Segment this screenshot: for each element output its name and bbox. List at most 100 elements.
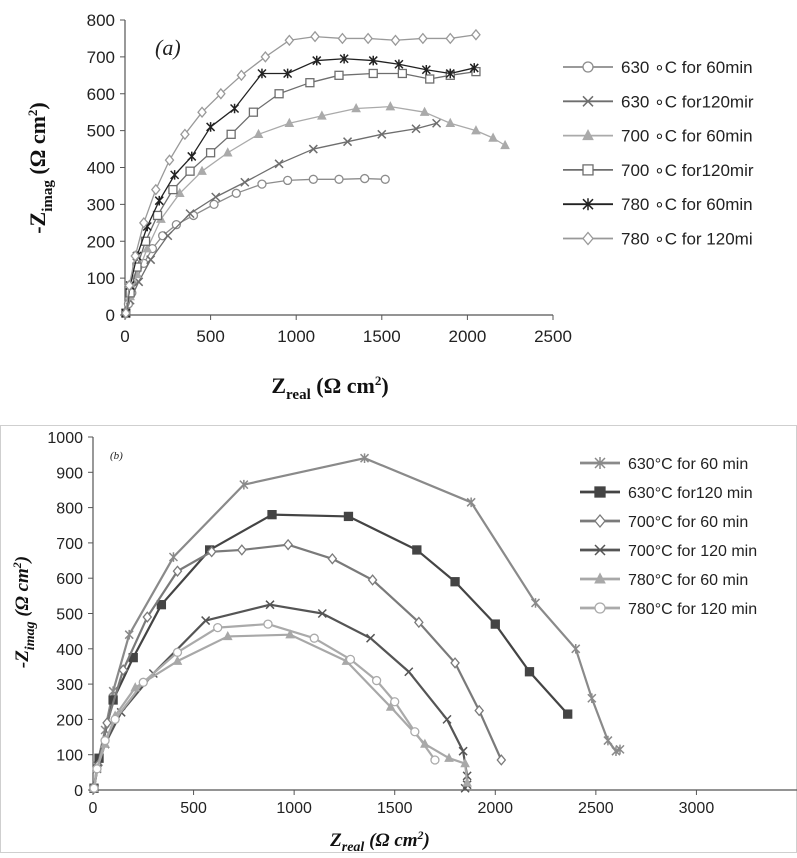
chart-a-legend-item: 630 ∘C for120mir [563, 92, 754, 111]
chart-b-data-point [344, 512, 352, 520]
chart-a-data-point [210, 200, 218, 208]
chart-b-series [90, 453, 624, 793]
chart-b-series-line [94, 635, 467, 789]
chart-a-data-point [198, 167, 206, 175]
chart-a-data-point [169, 186, 177, 194]
chart-b-series-line [94, 605, 467, 789]
chart-a-series-line [126, 59, 474, 313]
chart-a-series-line [126, 123, 437, 313]
chart-b-y-tick-label: 500 [56, 607, 83, 624]
chart-a-legend-item: 700 ∘C for120mir [563, 161, 754, 180]
chart-b-data-point [405, 668, 413, 676]
chart-b-data-point [284, 540, 292, 550]
chart-a-data-point [147, 256, 155, 264]
chart-a-y-title-sub: imag [40, 180, 56, 212]
chart-a-data-point [446, 34, 454, 44]
chart-a-x-title: Zreal (Ω cm2) [271, 373, 388, 403]
chart-a-series-line [126, 179, 385, 314]
chart-b-x-tick-label: 1000 [276, 800, 312, 817]
chart-b-x-tick-label: 2500 [578, 800, 614, 817]
chart-a-data-point [275, 90, 283, 98]
chart-a-data-point [241, 178, 249, 186]
chart-a-data-point [212, 193, 220, 201]
chart-a-series-2 [122, 119, 441, 317]
chart-b-data-point [497, 755, 505, 765]
chart-a-data-point [171, 170, 179, 180]
chart-a-series-4 [122, 68, 480, 318]
chart-a-y-title: -Zimag (Ω cm2) [25, 102, 56, 234]
chart-b-legend-label: 780°C for 120 min [628, 601, 757, 618]
chart-a-legend-label: 630 ∘C for120mir [621, 92, 754, 111]
chart-b-data-point [525, 668, 533, 676]
chart-b-data-point [491, 620, 499, 628]
chart-a-data-point [275, 160, 283, 168]
chart-b-legend-item: 630°C for120 min [580, 485, 753, 502]
chart-b-legend-item: 700°C for 120 min [580, 543, 757, 560]
chart-b-y-tick-label: 100 [56, 748, 83, 765]
chart-b-data-point [139, 678, 147, 686]
chart-b-data-point [101, 737, 109, 745]
chart-a-data-point [207, 122, 215, 132]
chart-b-legend-label: 780°C for 60 min [628, 572, 748, 589]
chart-a-x-tick-label: 2500 [534, 327, 572, 346]
chart-a-data-point [398, 69, 406, 77]
chart-a-legend-label: 700 ∘C for 60min [621, 127, 753, 146]
chart-b-data-point [173, 648, 181, 656]
chart-b-legend-marker [595, 487, 605, 497]
chart-a-data-point [154, 211, 162, 219]
chart-b-series-1 [90, 453, 624, 793]
chart-a-y-tick-label: 600 [87, 85, 115, 104]
chart-b-data-point [373, 677, 381, 685]
chart-a-x-tick-label: 1000 [277, 327, 315, 346]
chart-a-legend-marker [583, 165, 593, 175]
chart-b-data-point [310, 634, 318, 642]
chart-a-data-point [501, 141, 509, 149]
chart-b-y-tick-label: 900 [56, 465, 83, 482]
chart-a-data-point [306, 79, 314, 87]
chart-a-data-point [166, 155, 174, 165]
chart-a-data-point [391, 35, 399, 45]
svg-text:-Zimag (Ω cm2): -Zimag (Ω cm2) [25, 102, 56, 234]
chart-a-panel-label: (a) [155, 35, 181, 60]
chart-a-legend-label: 780 ∘C for 60min [621, 195, 753, 214]
chart-b-data-point [411, 728, 419, 736]
chart-b-y-tick-label: 1000 [47, 430, 83, 447]
chart-b-x-tick-label: 2000 [477, 800, 513, 817]
chart-b-x-tick-label: 500 [180, 800, 207, 817]
chart-b-series-5 [90, 630, 471, 791]
chart-b-y-tick-label: 600 [56, 571, 83, 588]
chart-a-y-tick-label: 800 [87, 11, 115, 30]
svg-text:-Zimag (Ω cm2): -Zimag (Ω cm2) [10, 556, 38, 668]
chart-a-data-point [369, 69, 377, 77]
chart-a-series [122, 30, 509, 318]
chart-b-legend-label: 630°C for120 min [628, 485, 753, 502]
chart-b-data-point [90, 784, 98, 792]
chart-a-legend: 630 ∘C for 60min 630 ∘C for120mir 700 ∘C f… [563, 58, 754, 249]
chart-b-y-tick-label: 300 [56, 677, 83, 694]
chart-b-series-2 [90, 511, 572, 793]
chart-b-data-point [588, 693, 596, 703]
chart-a-data-point [361, 175, 369, 183]
chart-a-legend-item: 780 ∘C for 120mi [563, 230, 753, 249]
chart-b-data-point [93, 765, 101, 773]
chart-b-data-point [451, 578, 459, 586]
chart-a-series-line [126, 35, 476, 313]
chart-a-data-point [207, 149, 215, 157]
chart-b-x-tick-label: 0 [89, 800, 98, 817]
chart-b-data-point [604, 736, 612, 746]
chart-a-legend-marker [583, 62, 593, 72]
chart-a-data-point [261, 52, 269, 62]
chart-b-legend-item: 780°C for 120 min [580, 601, 757, 618]
chart-a-data-point [335, 175, 343, 183]
chart-a-y-title-main: -Z [25, 212, 50, 234]
chart-a-legend-item: 630 ∘C for 60min [563, 58, 753, 77]
chart-b-data-point [367, 634, 375, 642]
chart-b-y-title: -Zimag (Ω cm2) [10, 556, 38, 668]
chart-a-data-point [309, 175, 317, 183]
chart-b-data-point [125, 630, 133, 640]
